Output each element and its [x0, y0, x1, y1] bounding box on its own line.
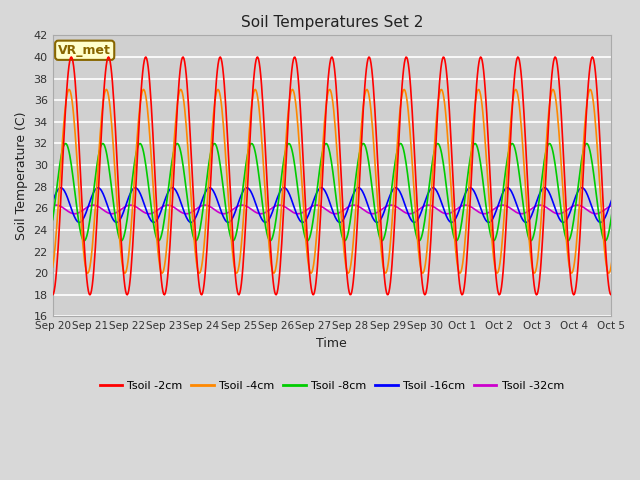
Tsoil -2cm	[281, 182, 289, 188]
Tsoil -2cm	[259, 93, 266, 99]
Tsoil -8cm	[280, 156, 288, 161]
Line: Tsoil -32cm: Tsoil -32cm	[52, 205, 640, 214]
Text: VR_met: VR_met	[58, 44, 111, 57]
Tsoil -2cm	[413, 198, 420, 204]
Tsoil -16cm	[414, 217, 422, 223]
Tsoil -32cm	[259, 211, 266, 216]
Tsoil -16cm	[447, 219, 455, 225]
Title: Soil Temperatures Set 2: Soil Temperatures Set 2	[241, 15, 423, 30]
Tsoil -8cm	[378, 238, 386, 244]
Tsoil -16cm	[336, 219, 344, 225]
Tsoil -4cm	[49, 264, 56, 270]
Tsoil -16cm	[317, 185, 325, 191]
Tsoil -16cm	[258, 216, 266, 222]
Tsoil -8cm	[447, 219, 455, 225]
Tsoil -32cm	[257, 211, 264, 216]
Tsoil -16cm	[118, 212, 126, 217]
Tsoil -2cm	[446, 123, 454, 129]
Y-axis label: Soil Temperature (C): Soil Temperature (C)	[15, 112, 28, 240]
Tsoil -32cm	[282, 204, 289, 210]
Tsoil -8cm	[414, 236, 422, 242]
Line: Tsoil -4cm: Tsoil -4cm	[52, 89, 640, 273]
Tsoil -16cm	[280, 185, 288, 191]
Tsoil -2cm	[67, 54, 75, 60]
Tsoil -32cm	[414, 207, 422, 213]
Tsoil -2cm	[49, 292, 56, 298]
Tsoil -8cm	[49, 216, 56, 222]
Tsoil -4cm	[447, 184, 455, 190]
Tsoil -4cm	[158, 270, 166, 276]
X-axis label: Time: Time	[316, 337, 348, 350]
Tsoil -32cm	[49, 203, 56, 209]
Tsoil -16cm	[49, 199, 56, 204]
Tsoil -8cm	[228, 237, 236, 243]
Tsoil -32cm	[276, 202, 284, 208]
Tsoil -16cm	[228, 216, 236, 222]
Tsoil -4cm	[118, 263, 126, 269]
Tsoil -4cm	[140, 86, 147, 92]
Tsoil -8cm	[258, 194, 266, 200]
Legend: Tsoil -2cm, Tsoil -4cm, Tsoil -8cm, Tsoil -16cm, Tsoil -32cm: Tsoil -2cm, Tsoil -4cm, Tsoil -8cm, Tsoi…	[95, 376, 568, 395]
Tsoil -32cm	[228, 207, 236, 213]
Tsoil -2cm	[120, 268, 127, 274]
Tsoil -4cm	[282, 141, 289, 146]
Tsoil -4cm	[259, 157, 267, 163]
Tsoil -8cm	[397, 141, 404, 146]
Line: Tsoil -16cm: Tsoil -16cm	[52, 188, 640, 222]
Tsoil -32cm	[447, 210, 455, 216]
Tsoil -4cm	[230, 259, 237, 264]
Line: Tsoil -8cm: Tsoil -8cm	[52, 144, 640, 241]
Tsoil -32cm	[118, 205, 126, 211]
Line: Tsoil -2cm: Tsoil -2cm	[52, 57, 640, 295]
Tsoil -8cm	[118, 237, 126, 243]
Tsoil -4cm	[414, 239, 422, 244]
Tsoil -2cm	[229, 237, 237, 242]
